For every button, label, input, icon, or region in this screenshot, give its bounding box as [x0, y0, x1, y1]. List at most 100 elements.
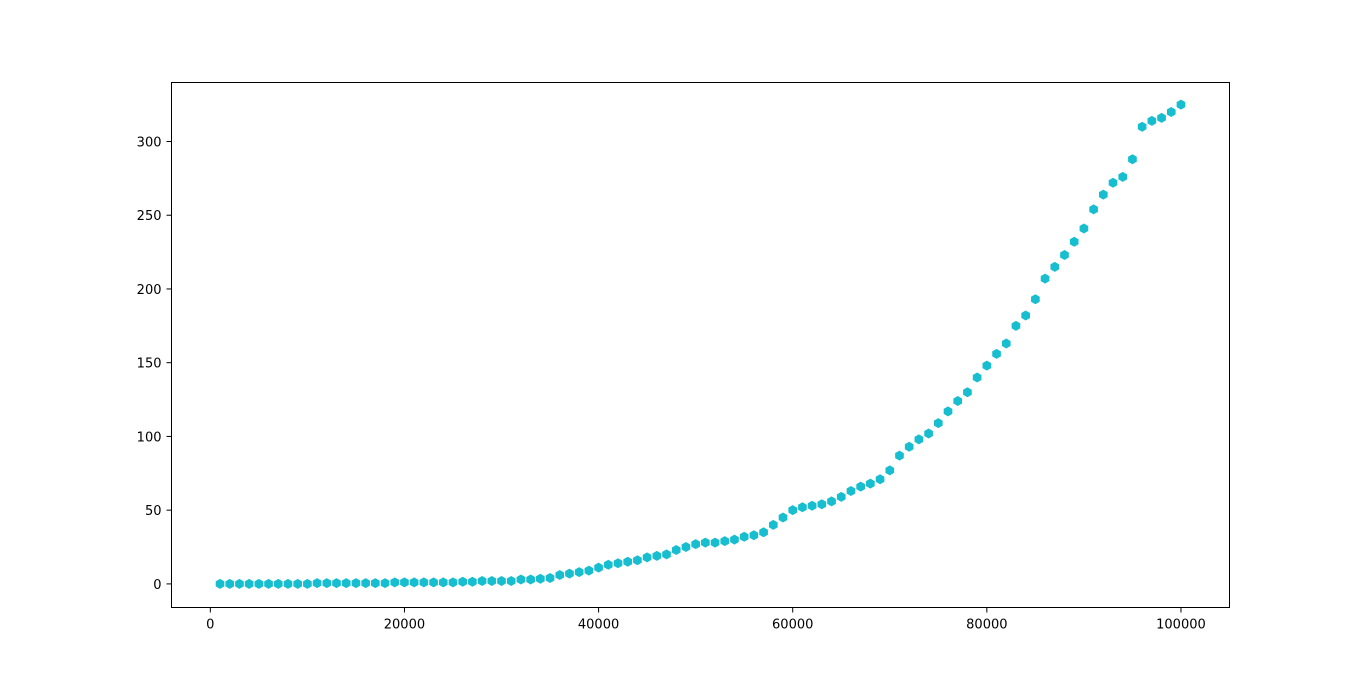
data-point — [691, 539, 700, 550]
data-point — [904, 441, 914, 452]
x-tick-label: 60000 — [772, 618, 813, 633]
data-point — [730, 534, 739, 545]
data-point — [1128, 154, 1137, 165]
data-point — [1166, 106, 1176, 117]
y-tick-label: 100 — [137, 430, 162, 445]
data-point — [720, 536, 730, 547]
data-point — [681, 542, 691, 553]
x-tick-label: 100000 — [1156, 618, 1206, 633]
data-point — [701, 537, 710, 548]
data-point — [1060, 250, 1069, 261]
data-point — [1031, 294, 1040, 305]
data-point — [866, 478, 875, 489]
data-point — [1098, 189, 1108, 200]
data-point — [846, 486, 856, 496]
y-tick-label: 150 — [137, 357, 162, 372]
x-axis: 0 20000 40000 60000 80000 100000 — [206, 607, 1206, 633]
data-point — [526, 574, 535, 585]
y-tick-label: 200 — [137, 283, 162, 298]
data-point — [642, 552, 652, 563]
data-point — [662, 549, 671, 560]
data-point — [914, 434, 924, 445]
data-point — [1011, 320, 1021, 331]
data-point — [1021, 310, 1030, 321]
y-tick-label: 50 — [145, 504, 162, 519]
data-point — [477, 575, 487, 586]
x-tick-label: 0 — [206, 618, 214, 633]
data-point — [817, 499, 827, 510]
y-tick-label: 300 — [137, 135, 162, 150]
data-point — [506, 575, 516, 586]
data-point — [264, 578, 273, 589]
data-point — [924, 428, 933, 439]
data-point — [516, 574, 526, 585]
data-point — [671, 544, 681, 555]
data-point — [759, 527, 768, 538]
data-point — [798, 502, 807, 513]
data-point — [448, 577, 458, 588]
data-point — [273, 578, 283, 589]
data-point — [380, 578, 390, 589]
data-point — [458, 576, 468, 587]
data-point — [215, 578, 225, 589]
data-point — [943, 406, 953, 417]
data-point — [1118, 171, 1128, 182]
data-point — [613, 558, 623, 569]
data-point — [1050, 261, 1060, 272]
data-point — [497, 575, 506, 586]
data-point — [856, 481, 865, 492]
data-point — [885, 465, 895, 476]
data-point — [778, 512, 788, 523]
data-point — [1108, 177, 1118, 188]
y-tick-label: 0 — [153, 578, 161, 593]
data-point — [536, 573, 545, 584]
data-point — [574, 567, 584, 578]
data-point — [933, 418, 943, 429]
data-point — [409, 577, 419, 588]
data-point — [875, 474, 885, 485]
data-point — [807, 500, 817, 511]
data-point — [390, 577, 400, 588]
data-point — [468, 576, 477, 587]
data-point — [400, 577, 409, 588]
data-point — [545, 573, 555, 584]
data-point — [341, 578, 351, 589]
data-point — [1001, 338, 1011, 349]
data-point — [749, 530, 759, 541]
data-point — [371, 578, 380, 589]
x-tick-label: 20000 — [384, 618, 425, 633]
x-tick-label: 80000 — [966, 618, 1007, 633]
data-point — [584, 565, 594, 576]
data-point — [1040, 273, 1050, 284]
data-point — [438, 577, 448, 588]
data-point — [594, 562, 603, 573]
x-tick-label: 40000 — [578, 618, 619, 633]
data-point — [235, 578, 244, 589]
data-point — [1079, 223, 1089, 234]
y-axis: 0 50 100 150 200 250 300 — [137, 135, 172, 593]
data-point — [293, 578, 303, 589]
data-point — [623, 556, 633, 567]
data-point — [1176, 99, 1186, 110]
data-point — [603, 559, 613, 570]
data-point — [710, 537, 720, 548]
data-point — [487, 575, 497, 586]
data-point — [322, 578, 332, 589]
data-point — [565, 568, 574, 579]
data-point — [768, 519, 778, 530]
data-point — [972, 372, 982, 383]
data-point — [254, 578, 264, 589]
data-point — [225, 578, 235, 589]
data-point — [332, 578, 341, 589]
y-tick-label: 250 — [137, 209, 162, 224]
data-point — [982, 360, 992, 371]
data-point — [429, 577, 438, 588]
data-point — [827, 496, 836, 507]
data-point — [633, 555, 642, 566]
data-points — [215, 99, 1186, 589]
data-point — [312, 578, 322, 589]
data-point — [1089, 204, 1098, 215]
data-point — [1137, 121, 1147, 132]
data-point — [963, 387, 972, 398]
